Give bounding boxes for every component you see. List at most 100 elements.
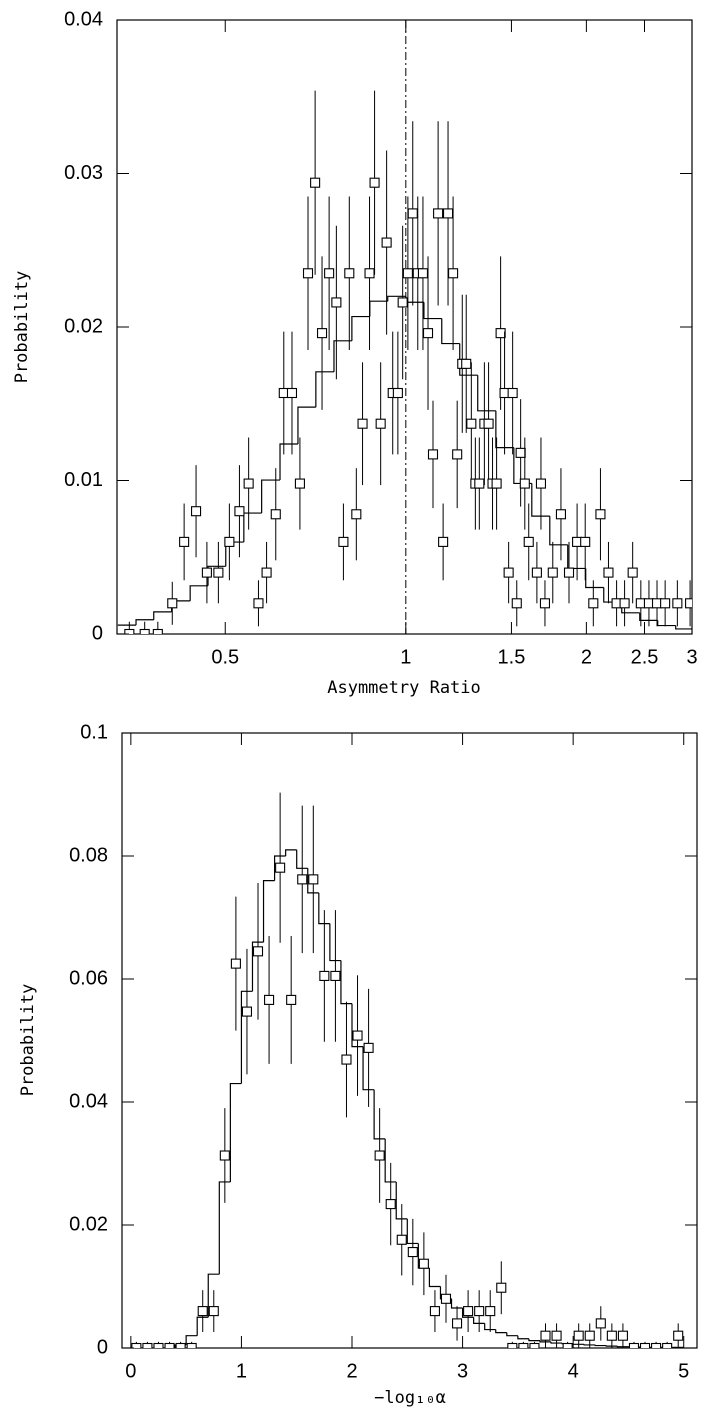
data-point <box>179 536 190 547</box>
data-point <box>286 994 297 1005</box>
data-point <box>442 208 454 219</box>
model-step <box>189 585 209 601</box>
data-point <box>396 1234 407 1245</box>
data-point <box>651 1342 662 1348</box>
plot-area <box>117 20 692 634</box>
y-tick-label: 0.04 <box>64 8 103 30</box>
model-step <box>218 1181 231 1275</box>
data-point <box>595 1318 606 1329</box>
data-point <box>511 598 522 609</box>
x-tick-label: 0 <box>125 1360 136 1382</box>
x-tick-label: 1 <box>400 646 411 668</box>
data-point <box>375 418 386 429</box>
data-point <box>230 958 241 969</box>
data-point <box>639 1342 651 1348</box>
model-step <box>196 1316 209 1336</box>
data-point <box>191 506 202 517</box>
data-point <box>175 1342 186 1348</box>
model-step <box>428 1268 441 1288</box>
model-step <box>423 302 442 320</box>
x-axis-label: −log₁₀α <box>374 1388 446 1408</box>
model-step <box>273 855 286 881</box>
model-step <box>550 1341 563 1344</box>
data-point <box>495 328 506 339</box>
model-step <box>387 295 406 302</box>
data-point <box>507 387 518 399</box>
data-point <box>351 509 362 520</box>
data-point <box>429 1306 440 1317</box>
model-step <box>531 483 550 517</box>
data-point <box>152 628 163 634</box>
data-point <box>310 177 321 188</box>
model-step <box>495 410 514 449</box>
data-point <box>297 874 308 885</box>
data-point <box>628 1342 640 1348</box>
data-point <box>417 268 428 279</box>
data-point <box>673 1330 684 1341</box>
model-step <box>207 1273 220 1318</box>
data-point <box>243 478 254 489</box>
data-point <box>422 328 434 339</box>
data-point <box>208 1306 219 1317</box>
data-point <box>562 1342 573 1348</box>
model-step <box>585 568 604 589</box>
data-point <box>164 1342 175 1348</box>
data-point <box>588 598 599 609</box>
model-step <box>639 612 658 621</box>
model-step <box>405 296 424 303</box>
data-point <box>438 536 449 547</box>
data-point <box>672 598 683 609</box>
model-step <box>539 1340 552 1343</box>
model-step <box>616 1346 629 1348</box>
data-point <box>518 1342 529 1348</box>
y-tick-label: 0.04 <box>69 1090 108 1112</box>
x-axis-label: Asymmetry Ratio <box>327 678 481 698</box>
plot-frame <box>116 19 693 635</box>
x-tick-label: 4 <box>568 1360 579 1382</box>
data-point <box>427 449 439 460</box>
data-point <box>219 1150 230 1161</box>
x-tick-label: 3 <box>457 1360 468 1382</box>
model-step <box>296 849 308 869</box>
data-point <box>463 1306 474 1317</box>
y-tick-label: 0.02 <box>69 1213 108 1235</box>
data-point <box>316 328 328 339</box>
data-point <box>142 1342 153 1348</box>
data-point <box>381 237 392 248</box>
data-point <box>540 1330 551 1341</box>
model-step <box>406 1218 419 1245</box>
model-step <box>279 443 298 481</box>
model-step <box>495 1329 507 1334</box>
data-point <box>270 509 281 520</box>
model-step <box>318 892 330 925</box>
model-step <box>484 1323 496 1331</box>
model-step <box>351 315 370 341</box>
model-step <box>549 516 568 546</box>
data-point <box>397 297 408 308</box>
data-point <box>213 567 224 578</box>
data-point <box>124 628 135 634</box>
data-point <box>451 1318 463 1329</box>
data-point <box>573 1330 584 1341</box>
x-tick-label: 0.5 <box>211 646 239 668</box>
model-step <box>297 406 316 444</box>
y-tick-label: 0 <box>97 1336 108 1358</box>
y-axis-label: Probability <box>18 984 38 1097</box>
y-tick-label: 0.01 <box>64 469 103 491</box>
model-step <box>362 1046 375 1091</box>
data-point <box>186 1342 197 1348</box>
data-point <box>547 567 558 578</box>
model-step <box>207 565 226 586</box>
data-point <box>402 268 413 279</box>
data-point <box>580 536 591 547</box>
data-point <box>201 567 212 578</box>
data-point <box>603 567 614 578</box>
data-point <box>374 1150 385 1161</box>
y-tick-label: 0.03 <box>64 162 103 184</box>
data-point <box>519 478 530 489</box>
data-point <box>331 297 342 308</box>
data-point <box>294 478 305 489</box>
model-step <box>329 923 341 962</box>
data-point <box>319 970 330 981</box>
y-axis-label: Probability <box>12 271 32 384</box>
